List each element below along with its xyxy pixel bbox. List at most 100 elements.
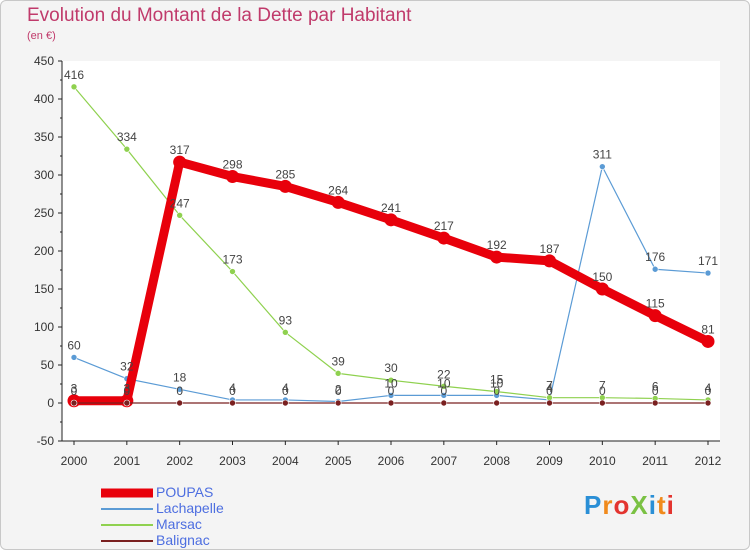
data-point bbox=[387, 399, 395, 407]
data-point bbox=[123, 399, 131, 407]
data-label: 0 bbox=[71, 384, 78, 398]
data-point bbox=[437, 231, 451, 245]
data-label: 2 bbox=[335, 382, 342, 396]
data-label: 0 bbox=[652, 384, 659, 398]
data-point bbox=[282, 399, 289, 407]
x-tick-label: 2005 bbox=[325, 454, 352, 468]
data-label: 3 bbox=[123, 382, 130, 396]
data-label: 247 bbox=[170, 196, 190, 210]
y-tick-label: 50 bbox=[41, 358, 55, 372]
legend-label: Balignac bbox=[156, 532, 210, 548]
proxiti-logo: ProXiti bbox=[584, 490, 675, 521]
logo-letter: P bbox=[584, 490, 603, 520]
data-point bbox=[334, 370, 342, 377]
x-tick-label: 2003 bbox=[219, 454, 246, 468]
x-tick-label: 2008 bbox=[483, 454, 510, 468]
data-point bbox=[546, 399, 553, 407]
data-label: 298 bbox=[222, 158, 242, 172]
data-label: 334 bbox=[117, 130, 137, 144]
data-point bbox=[493, 399, 500, 407]
logo-letter: i bbox=[648, 490, 657, 520]
data-label: 150 bbox=[592, 270, 612, 284]
data-label: 32 bbox=[120, 360, 134, 374]
data-label: 10 bbox=[490, 376, 504, 390]
data-point bbox=[440, 382, 448, 390]
data-label: 93 bbox=[279, 313, 293, 327]
data-point bbox=[70, 83, 78, 91]
data-point bbox=[70, 354, 78, 361]
data-point bbox=[490, 250, 504, 264]
data-label: 6 bbox=[652, 379, 659, 393]
data-point bbox=[282, 329, 289, 336]
data-label: 3 bbox=[71, 382, 78, 396]
data-label: 18 bbox=[173, 370, 187, 384]
data-point bbox=[651, 399, 659, 407]
y-tick-label: 350 bbox=[34, 130, 54, 144]
data-label: 0 bbox=[493, 384, 500, 398]
data-point bbox=[440, 392, 448, 399]
data-label: 192 bbox=[487, 238, 507, 252]
x-tick-label: 2009 bbox=[536, 454, 563, 468]
data-label: 0 bbox=[388, 384, 395, 398]
x-tick-label: 2011 bbox=[642, 454, 668, 468]
chart-legend: POUPAS Lachapelle Marsac Balignac bbox=[101, 484, 301, 549]
legend-swatch bbox=[101, 488, 153, 498]
data-label: 311 bbox=[593, 148, 612, 162]
data-label: 0 bbox=[335, 384, 342, 398]
data-label: 7 bbox=[599, 379, 606, 393]
x-tick-label: 2000 bbox=[61, 454, 88, 468]
data-point bbox=[334, 399, 342, 407]
data-point bbox=[226, 170, 239, 184]
data-point bbox=[595, 282, 609, 296]
chart-title: Evolution du Montant de la Dette par Hab… bbox=[27, 5, 412, 26]
data-label: 4 bbox=[705, 381, 712, 395]
logo-letter: r bbox=[602, 490, 614, 520]
x-tick-label: 2010 bbox=[589, 454, 616, 468]
x-tick-label: 2002 bbox=[166, 454, 193, 468]
data-label: 7 bbox=[546, 379, 553, 393]
data-point bbox=[229, 399, 236, 407]
data-label: 317 bbox=[170, 143, 190, 157]
data-point bbox=[176, 399, 183, 407]
data-point bbox=[229, 268, 236, 275]
data-label: 285 bbox=[275, 167, 295, 181]
x-tick-label: 2006 bbox=[378, 454, 405, 468]
y-tick-label: 400 bbox=[34, 92, 54, 106]
data-label: 0 bbox=[440, 384, 447, 398]
legend-item: POUPAS bbox=[101, 484, 301, 501]
chart-unit: (en €) bbox=[27, 30, 56, 42]
data-label: 241 bbox=[381, 201, 401, 215]
data-point bbox=[701, 334, 715, 348]
data-point bbox=[176, 211, 183, 219]
data-point bbox=[173, 155, 187, 169]
y-tick-label: 250 bbox=[34, 206, 54, 220]
data-label: 0 bbox=[123, 384, 130, 398]
data-point bbox=[599, 163, 606, 170]
data-label: 4 bbox=[546, 381, 553, 395]
y-tick-label: 300 bbox=[34, 168, 54, 182]
y-tick-label: 0 bbox=[47, 396, 54, 410]
data-point bbox=[651, 265, 659, 273]
data-label: 0 bbox=[546, 384, 553, 398]
data-point bbox=[331, 195, 345, 209]
data-label: 10 bbox=[384, 376, 398, 390]
data-point bbox=[648, 309, 662, 323]
logo-letter: t bbox=[656, 490, 667, 520]
data-label: 4 bbox=[282, 381, 289, 395]
data-point bbox=[387, 376, 395, 384]
x-tick-label: 2012 bbox=[695, 454, 722, 468]
data-label: 81 bbox=[701, 322, 715, 336]
logo-letter: o bbox=[613, 490, 631, 520]
y-tick-label: 100 bbox=[34, 320, 54, 334]
data-label: 0 bbox=[229, 384, 236, 398]
data-label: 217 bbox=[434, 219, 454, 233]
legend-item: Lachapelle bbox=[101, 500, 301, 517]
data-label: 0 bbox=[176, 384, 183, 398]
data-point bbox=[704, 269, 712, 277]
legend-label: Lachapelle bbox=[156, 500, 224, 516]
data-label: 60 bbox=[67, 338, 81, 352]
data-label: 176 bbox=[645, 250, 665, 264]
legend-swatch bbox=[101, 508, 153, 510]
data-label: 22 bbox=[437, 367, 451, 381]
